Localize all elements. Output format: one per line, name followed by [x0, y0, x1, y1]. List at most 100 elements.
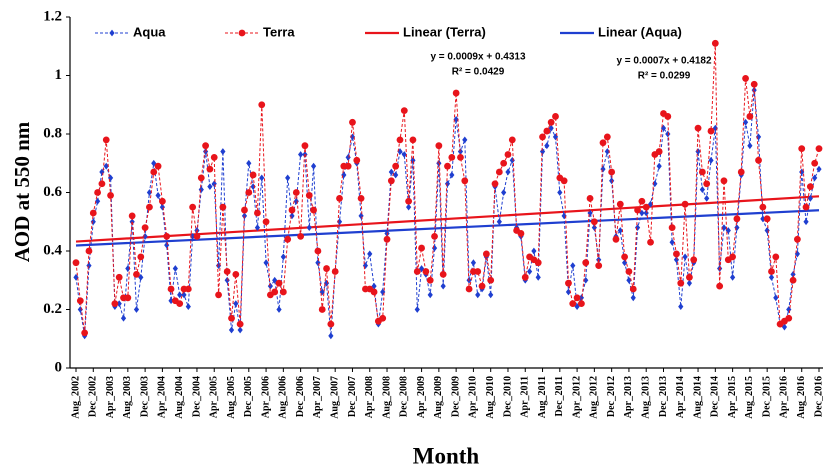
x-tick-label: Aug_2008 — [381, 376, 392, 419]
point — [245, 189, 253, 196]
point — [371, 282, 377, 290]
point — [501, 189, 507, 196]
x-tick-label: Apr_2016 — [779, 376, 790, 418]
point — [219, 203, 227, 211]
x-tick-label: Dec_2015 — [761, 376, 772, 417]
point — [707, 127, 715, 135]
point — [690, 256, 698, 264]
x-tick-label: Dec_2005 — [243, 376, 254, 417]
point — [462, 136, 468, 144]
point — [475, 291, 481, 299]
point — [193, 232, 201, 240]
point — [285, 174, 291, 182]
point — [422, 268, 430, 275]
point — [682, 253, 688, 261]
point — [582, 259, 590, 267]
point — [436, 159, 442, 167]
point — [733, 215, 741, 223]
point — [547, 118, 555, 126]
point — [223, 268, 231, 275]
point — [560, 177, 568, 185]
point — [344, 162, 352, 170]
point — [189, 203, 197, 211]
point — [357, 194, 365, 202]
point — [293, 197, 299, 205]
point — [155, 192, 161, 199]
point — [656, 162, 662, 170]
point — [124, 294, 132, 302]
point — [816, 165, 822, 173]
point — [794, 250, 801, 258]
point — [341, 171, 347, 179]
point — [444, 180, 451, 188]
point — [629, 285, 637, 293]
point — [807, 194, 813, 202]
point — [367, 250, 373, 258]
point — [250, 183, 256, 191]
point — [94, 189, 101, 196]
point — [103, 162, 109, 170]
point — [142, 232, 148, 240]
x-tick-label: Aug_2009 — [433, 376, 444, 419]
point — [711, 39, 719, 47]
point — [241, 206, 248, 214]
point — [565, 288, 572, 296]
x-tick-label: Dec_2003 — [139, 376, 150, 417]
x-tick-label: Aug_2014 — [692, 376, 703, 419]
point — [699, 186, 705, 193]
point — [310, 206, 317, 214]
point — [298, 151, 304, 158]
point — [297, 232, 305, 240]
point — [725, 227, 731, 234]
x-tick-label: Dec_2009 — [450, 376, 461, 417]
point — [211, 180, 217, 188]
point — [176, 300, 184, 308]
point — [526, 268, 533, 275]
point — [495, 168, 503, 176]
point — [608, 168, 616, 176]
trend-line — [75, 209, 820, 247]
point — [120, 314, 127, 322]
point — [288, 206, 296, 214]
point — [259, 174, 265, 182]
point — [539, 148, 546, 155]
x-tick-label: Apr_2003 — [105, 376, 116, 418]
point — [258, 101, 266, 109]
x-tick-label: Dec_2010 — [502, 376, 513, 417]
point — [86, 262, 92, 270]
point — [457, 154, 464, 161]
point — [414, 306, 420, 313]
point — [89, 209, 97, 217]
point — [622, 259, 628, 267]
x-tick-label: Aug_2013 — [641, 376, 652, 419]
point — [116, 300, 122, 308]
point — [517, 230, 525, 237]
point — [482, 250, 490, 258]
point — [228, 314, 235, 322]
point — [737, 168, 745, 176]
point — [539, 133, 546, 141]
point — [681, 200, 689, 208]
point — [215, 291, 222, 299]
point — [115, 273, 123, 281]
point — [150, 168, 158, 176]
point — [220, 148, 226, 155]
point — [202, 142, 209, 150]
point — [561, 212, 567, 220]
x-tick-label: Dec_2011 — [554, 376, 565, 417]
point — [267, 282, 273, 290]
point — [764, 227, 770, 234]
point — [444, 162, 451, 170]
point — [393, 171, 399, 179]
point — [232, 271, 240, 278]
point — [734, 224, 740, 231]
point — [789, 276, 797, 284]
point — [431, 244, 438, 252]
point — [262, 218, 270, 226]
point — [349, 133, 356, 141]
point — [81, 329, 89, 337]
point — [146, 189, 153, 196]
point — [141, 224, 149, 232]
point — [686, 273, 693, 281]
point — [172, 265, 178, 272]
